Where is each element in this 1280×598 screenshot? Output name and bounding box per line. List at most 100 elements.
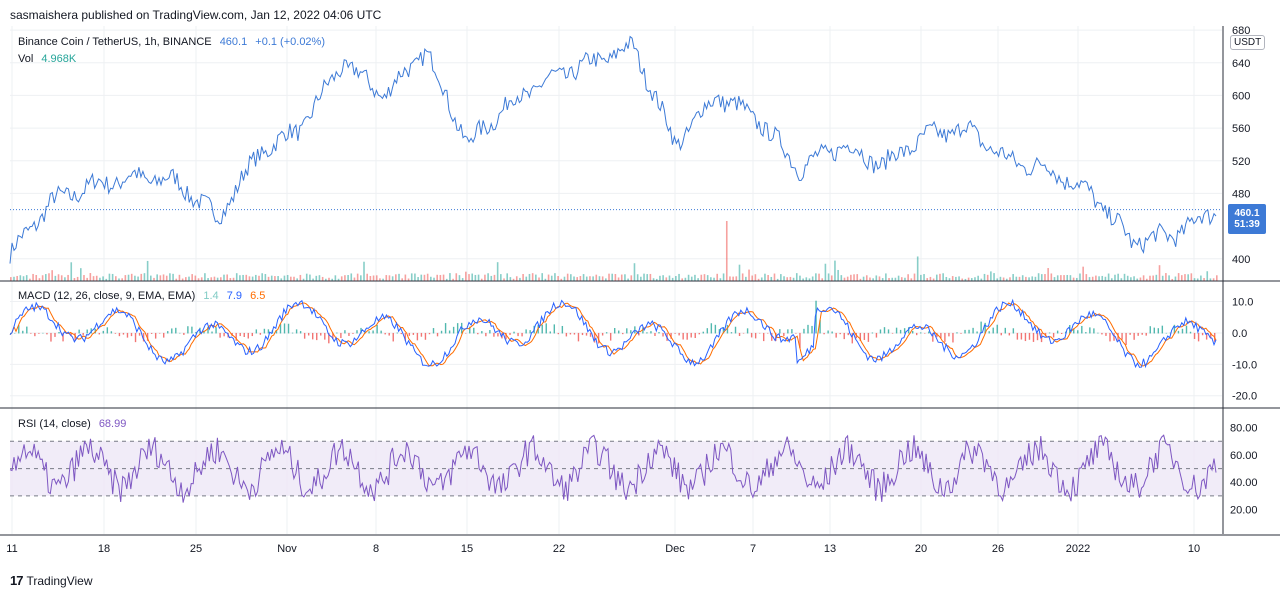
volume-bar [1101, 275, 1104, 281]
rsi-pane [9, 434, 1222, 503]
macd-histogram-bar [54, 332, 56, 337]
volume-bar [627, 278, 629, 281]
volume-bar [659, 275, 661, 281]
volume-bar [929, 276, 932, 281]
volume-bar [57, 274, 60, 281]
x-tick-label: 2022 [1066, 543, 1090, 555]
macd-histogram-bar [1097, 332, 1099, 334]
macd-histogram-bar [916, 332, 918, 336]
volume-bar [678, 273, 680, 281]
volume-bar [242, 274, 244, 281]
volume-bar [251, 276, 254, 281]
volume-bar [535, 274, 537, 281]
macd-histogram-bar [175, 327, 177, 334]
macd-histogram-bar [203, 330, 205, 334]
macd-histogram-bar [1000, 332, 1002, 336]
volume-bar [1187, 274, 1189, 281]
volume-bar [856, 274, 859, 281]
macd-histogram-bar [1189, 331, 1192, 334]
macd-histogram-bar [50, 332, 52, 342]
volume-bar [1021, 275, 1024, 281]
price-line [9, 35, 1217, 264]
volume-bar [162, 274, 165, 281]
volume-bar [379, 278, 381, 281]
macd-histogram-bar [336, 332, 338, 334]
volume-bar [255, 274, 257, 281]
macd-histogram-bar [843, 332, 845, 340]
macd-histogram-bar [1193, 332, 1196, 340]
macd-histogram-bar [1181, 328, 1184, 334]
macd-histogram-bar [1205, 332, 1208, 340]
macd-histogram-bar [332, 332, 334, 339]
volume-bar [76, 276, 79, 281]
volume-bar [143, 273, 146, 281]
macd-histogram-bar [879, 329, 882, 334]
price-tick-label: 560 [1232, 123, 1250, 135]
macd-histogram-bar [767, 332, 769, 334]
macd-histogram-bar [58, 331, 60, 334]
macd-histogram-bar [485, 332, 487, 337]
volume-bar [1095, 275, 1097, 281]
volume-bar [433, 277, 435, 281]
volume-bar [636, 274, 639, 281]
volume-bar [1168, 275, 1170, 281]
volume-bar [261, 273, 263, 281]
volume-bar [1107, 273, 1110, 281]
volume-bar [95, 275, 98, 281]
volume-bar [267, 276, 270, 281]
currency-unit-badge[interactable]: USDT [1230, 35, 1266, 50]
volume-bar [360, 275, 362, 281]
macd-histogram-bar [477, 332, 479, 335]
volume-bar [347, 275, 349, 281]
volume-bar [935, 274, 938, 281]
macd-histogram-bar [344, 330, 346, 334]
chart-area[interactable]: 11 18 25 Nov 8 15 22 Dec 7 13 20 26 2022 10 400 480 520 5… [0, 25, 1280, 564]
macd-histogram-bar [754, 332, 757, 339]
macd-histogram-bar [758, 332, 761, 334]
volume-bar [815, 273, 817, 281]
macd-histogram-bar [581, 332, 584, 336]
macd-histogram-bar [823, 332, 825, 335]
volume-bar [907, 274, 909, 281]
volume-bar [687, 274, 690, 281]
volume-bar [290, 276, 292, 281]
macd-histogram-bar [1169, 332, 1172, 334]
x-tick-label: 13 [824, 543, 836, 555]
volume-bar [404, 274, 407, 281]
volume-bar [385, 275, 388, 281]
macd-histogram-bar [287, 323, 290, 334]
price-tick-label: 520 [1232, 156, 1250, 168]
chart-svg[interactable]: 11 18 25 Nov 8 15 22 Dec 7 13 20 26 2022 10 400 480 520 5… [0, 25, 1280, 564]
macd-histogram-bar [903, 328, 906, 334]
x-tick-label: 20 [915, 543, 927, 555]
volume-bar [150, 275, 152, 281]
volume-bar [780, 274, 782, 281]
macd-histogram-bar [771, 332, 773, 341]
tradingview-logo[interactable]: 17 TradingView [10, 573, 93, 588]
volume-bar [576, 277, 579, 281]
macd-histogram-bar [1177, 330, 1180, 334]
volume-bar [830, 275, 833, 281]
volume-bar [445, 278, 448, 281]
volume-bar [646, 274, 649, 281]
volume-bar [436, 274, 438, 281]
macd-histogram-bar [557, 332, 560, 335]
volume-bar [115, 276, 117, 281]
volume-bar [426, 273, 429, 281]
macd-histogram-bar [593, 332, 596, 343]
macd-histogram-bar [783, 332, 785, 337]
symbol-label: Binance Coin / TetherUS, 1h, BINANCE [18, 36, 212, 48]
macd-histogram-bar [307, 332, 310, 336]
macd-histogram-bar [851, 332, 853, 344]
volume-bar [1012, 274, 1014, 281]
macd-histogram-bar [134, 332, 137, 343]
volume-bar [153, 277, 155, 281]
volume-bar [624, 274, 626, 281]
macd-histogram-bar [911, 330, 914, 334]
macd-histogram-bar [867, 332, 870, 342]
macd-histogram-bar [654, 332, 656, 336]
volume-bar [515, 276, 518, 281]
volume-bar [764, 273, 766, 281]
volume-bar [89, 273, 92, 281]
volume-bar [916, 256, 919, 281]
